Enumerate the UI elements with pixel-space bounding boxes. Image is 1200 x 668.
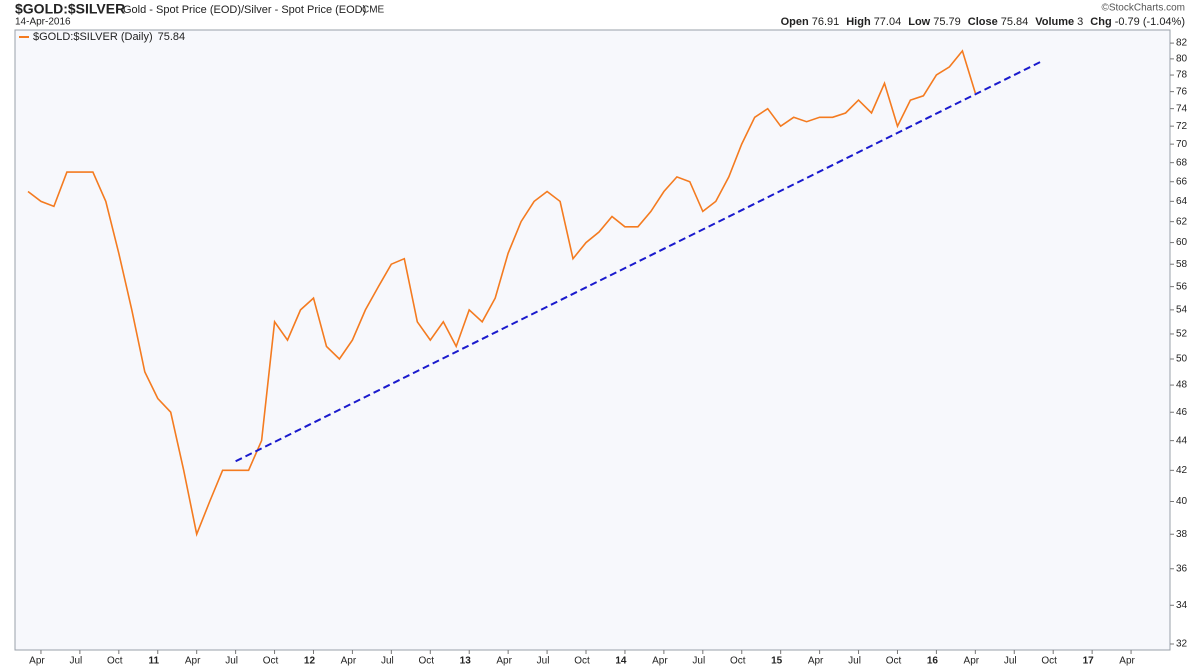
y-tick-label: 42	[1176, 465, 1188, 476]
x-tick-label: Jul	[69, 656, 82, 667]
x-tick-label: Jul	[537, 656, 550, 667]
quote-label: Chg	[1090, 16, 1111, 28]
quote-label: Volume	[1035, 16, 1074, 28]
y-tick-label: 56	[1176, 281, 1188, 292]
x-tick-label: Jul	[381, 656, 394, 667]
price-line	[27, 49, 977, 537]
y-tick-label: 80	[1176, 54, 1188, 65]
y-tick-label: 82	[1176, 38, 1188, 49]
x-tick-label: Oct	[418, 656, 434, 667]
quote-value: 75.79	[933, 16, 961, 28]
y-tick-label: 58	[1176, 259, 1188, 270]
x-tick-label: Apr	[808, 656, 824, 667]
x-tick-label: 14	[615, 656, 627, 667]
y-tick-label: 54	[1176, 304, 1188, 315]
x-tick-label: 16	[927, 656, 939, 667]
quote-value: 3	[1077, 16, 1083, 28]
x-tick-label: 12	[304, 656, 316, 667]
y-tick-label: 48	[1176, 380, 1188, 391]
quote-label: Open	[781, 16, 809, 28]
x-tick-label: Jul	[692, 656, 705, 667]
x-tick-label: Jul	[848, 656, 861, 667]
y-tick-label: 36	[1176, 563, 1188, 574]
y-tick-label: 78	[1176, 70, 1188, 81]
y-tick-label: 60	[1176, 237, 1188, 248]
x-tick-label: Apr	[496, 656, 512, 667]
y-tick-label: 32	[1176, 639, 1188, 650]
y-tick-label: 50	[1176, 354, 1188, 365]
x-tick-label: Oct	[730, 656, 746, 667]
y-tick-label: 74	[1176, 103, 1188, 114]
y-tick-label: 66	[1176, 176, 1188, 187]
x-tick-label: 13	[460, 656, 472, 667]
y-tick-label: 64	[1176, 196, 1188, 207]
plot-area	[14, 29, 1171, 651]
x-tick-label: Apr	[1119, 656, 1135, 667]
date: 14-Apr-2016	[15, 17, 71, 28]
x-tick-label: Apr	[652, 656, 668, 667]
quote-value: -0.79 (-1.04%)	[1115, 16, 1185, 28]
x-tick-label: Apr	[964, 656, 980, 667]
quote-value: 75.84	[1001, 16, 1029, 28]
x-tick-label: Oct	[886, 656, 902, 667]
y-tick-label: 38	[1176, 529, 1188, 540]
exchange: CME	[362, 5, 385, 16]
quote-label: High	[846, 16, 871, 28]
x-tick-label: Apr	[341, 656, 357, 667]
x-tick-label: Jul	[225, 656, 238, 667]
symbol: $GOLD:$SILVER	[15, 1, 125, 17]
y-tick-label: 62	[1176, 216, 1188, 227]
y-tick-label: 44	[1176, 435, 1188, 446]
quote-label: Close	[968, 16, 998, 28]
credit: ©StockCharts.com	[1101, 3, 1185, 14]
trendline	[235, 61, 1041, 463]
x-tick-label: Apr	[29, 656, 45, 667]
y-tick-label: 46	[1176, 407, 1188, 418]
x-tick-label: 17	[1083, 656, 1095, 667]
quote-label: Low	[908, 16, 930, 28]
x-tick-label: Oct	[263, 656, 279, 667]
x-tick-label: Oct	[107, 656, 123, 667]
quote-value: 77.04	[874, 16, 902, 28]
x-tick-label: 15	[771, 656, 783, 667]
legend-last-value: 75.84	[158, 31, 186, 43]
x-tick-label: 11	[148, 656, 159, 667]
x-tick-label: Apr	[185, 656, 201, 667]
description: Gold - Spot Price (EOD)/Silver - Spot Pr…	[123, 4, 366, 16]
y-tick-label: 70	[1176, 139, 1188, 150]
y-tick-label: 40	[1176, 496, 1188, 507]
y-tick-label: 72	[1176, 121, 1188, 132]
y-tick-label: 68	[1176, 157, 1188, 168]
y-tick-label: 34	[1176, 600, 1188, 611]
x-tick-label: Oct	[574, 656, 590, 667]
y-tick-label: 52	[1176, 329, 1188, 340]
x-tick-label: Jul	[1004, 656, 1017, 667]
y-tick-label: 76	[1176, 86, 1188, 97]
x-tick-label: Oct	[1041, 656, 1057, 667]
quote: Open 76.91 High 77.04 Low 75.79 Close 75.84 Volu…	[781, 16, 1185, 28]
legend-label: $GOLD:$SILVER (Daily)	[33, 31, 153, 43]
quote-value: 76.91	[812, 16, 840, 28]
